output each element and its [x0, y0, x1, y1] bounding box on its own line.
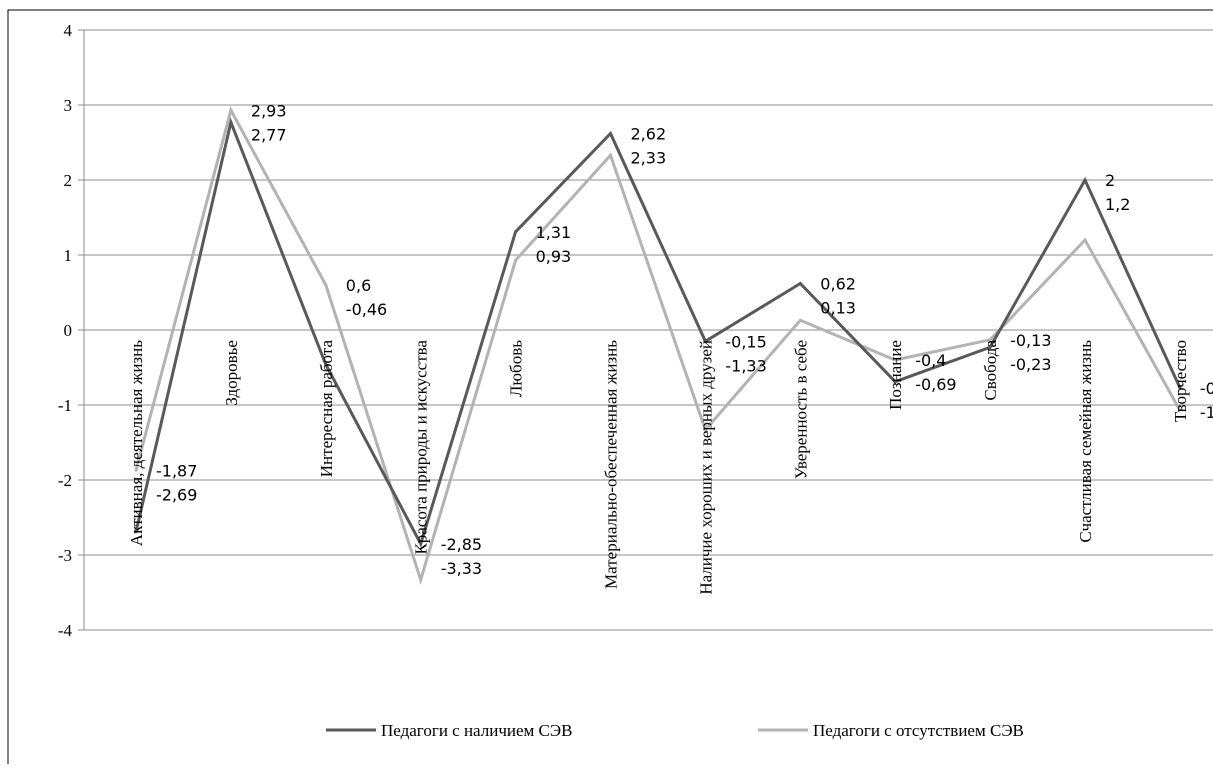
data-label-series-1: -0,69 — [915, 375, 956, 394]
data-label-series-1: -0,77 — [1200, 379, 1213, 398]
data-label-series-2: 2,93 — [251, 101, 287, 120]
data-label-series-1: -2,85 — [441, 535, 482, 554]
data-label-series-2: 0,6 — [346, 276, 371, 295]
data-label-series-2: -0,4 — [915, 351, 946, 370]
category-label: Красота природы и искусства — [412, 340, 431, 555]
data-point — [988, 338, 992, 342]
data-label-series-1: 2,62 — [631, 125, 667, 144]
data-point — [988, 345, 992, 349]
series-line-2 — [134, 106, 1182, 585]
y-tick-label: 4 — [64, 21, 73, 40]
legend-label-series-2: Педагоги с отсутствием СЭВ — [813, 721, 1024, 740]
category-label: Свобода — [981, 340, 1000, 401]
gridlines — [78, 29, 1213, 631]
data-point — [1178, 408, 1182, 412]
data-label-series-2: -1,07 — [1200, 403, 1213, 422]
data-label-series-1: 0,62 — [820, 275, 856, 294]
data-point — [229, 120, 233, 124]
data-point — [609, 132, 612, 135]
y-tick-label: -2 — [58, 471, 72, 490]
data-label-series-2: 1,2 — [1105, 195, 1130, 214]
data-point — [1178, 386, 1182, 390]
data-point — [1083, 238, 1087, 242]
data-point — [703, 428, 707, 432]
category-label: Наличие хороших и верных друзей — [696, 340, 715, 595]
data-point — [324, 283, 328, 287]
data-point — [514, 230, 518, 234]
y-tick-label: -3 — [58, 546, 72, 565]
data-point — [798, 318, 802, 322]
category-label: Любовь — [507, 340, 526, 397]
data-point — [419, 578, 423, 582]
data-label-series-1: -0,23 — [1010, 355, 1051, 374]
legend-label-series-1: Педагоги с наличием СЭВ — [381, 721, 572, 740]
category-label: Материально-обеспеченная жизнь — [602, 340, 621, 589]
legend: Педагоги с наличием СЭВ Педагоги с отсут… — [326, 721, 1024, 740]
data-label-series-2: -3,33 — [441, 559, 482, 578]
data-point — [893, 380, 897, 384]
data-label-series-1: 1,31 — [536, 223, 572, 242]
data-label-series-2: 0,13 — [820, 299, 856, 318]
data-point — [893, 358, 897, 362]
data-label-series-2: -0,13 — [1010, 331, 1051, 350]
data-point — [609, 153, 612, 157]
data-labels: -2,69 -1,87 2,77 2,93 -0,46 0,6 -2,85 -3,33 1,31… — [156, 101, 1213, 578]
data-label-series-2: -1,87 — [156, 461, 197, 480]
data-label-series-1: -2,69 — [156, 485, 197, 504]
data-label-series-1: 2 — [1105, 171, 1115, 190]
y-tick-label: 0 — [64, 321, 73, 340]
category-label: Познание — [886, 340, 905, 410]
y-axis-ticks: 4 3 2 1 0 -1 -2 -3 -4 — [58, 21, 73, 640]
data-label-series-1: -0,46 — [346, 300, 387, 319]
category-label: Творчество — [1171, 340, 1190, 422]
category-label: Интересная работа — [317, 340, 336, 478]
y-tick-label: -1 — [58, 396, 72, 415]
category-label: Здоровье — [222, 340, 241, 406]
data-point — [324, 363, 328, 366]
data-point — [703, 339, 707, 343]
series-line-1 — [134, 117, 1182, 548]
data-label-series-2: -1,33 — [725, 356, 766, 375]
data-label-series-2: 0,93 — [536, 247, 572, 266]
data-label-series-1: 2,77 — [251, 125, 287, 144]
category-label: Счастливая семейная жизнь — [1076, 340, 1095, 543]
data-point — [514, 258, 518, 262]
category-label: Активная, деятельная жизнь — [127, 340, 146, 546]
data-label-series-2: 2,33 — [631, 149, 667, 168]
category-labels: Активная, деятельная жизнь Здоровье Интере… — [127, 340, 1190, 595]
data-point — [419, 542, 423, 546]
data-point — [134, 468, 138, 472]
category-label: Уверенность в себе — [791, 340, 810, 479]
data-point — [229, 108, 233, 112]
y-tick-label: 1 — [64, 246, 73, 265]
y-tick-label: 3 — [64, 96, 73, 115]
data-label-series-1: -0,15 — [725, 332, 766, 351]
data-point — [798, 282, 802, 285]
y-tick-label: -4 — [58, 621, 73, 640]
y-tick-label: 2 — [64, 171, 73, 190]
data-point — [1083, 178, 1087, 182]
data-point — [134, 530, 138, 534]
series-lines — [134, 106, 1182, 585]
